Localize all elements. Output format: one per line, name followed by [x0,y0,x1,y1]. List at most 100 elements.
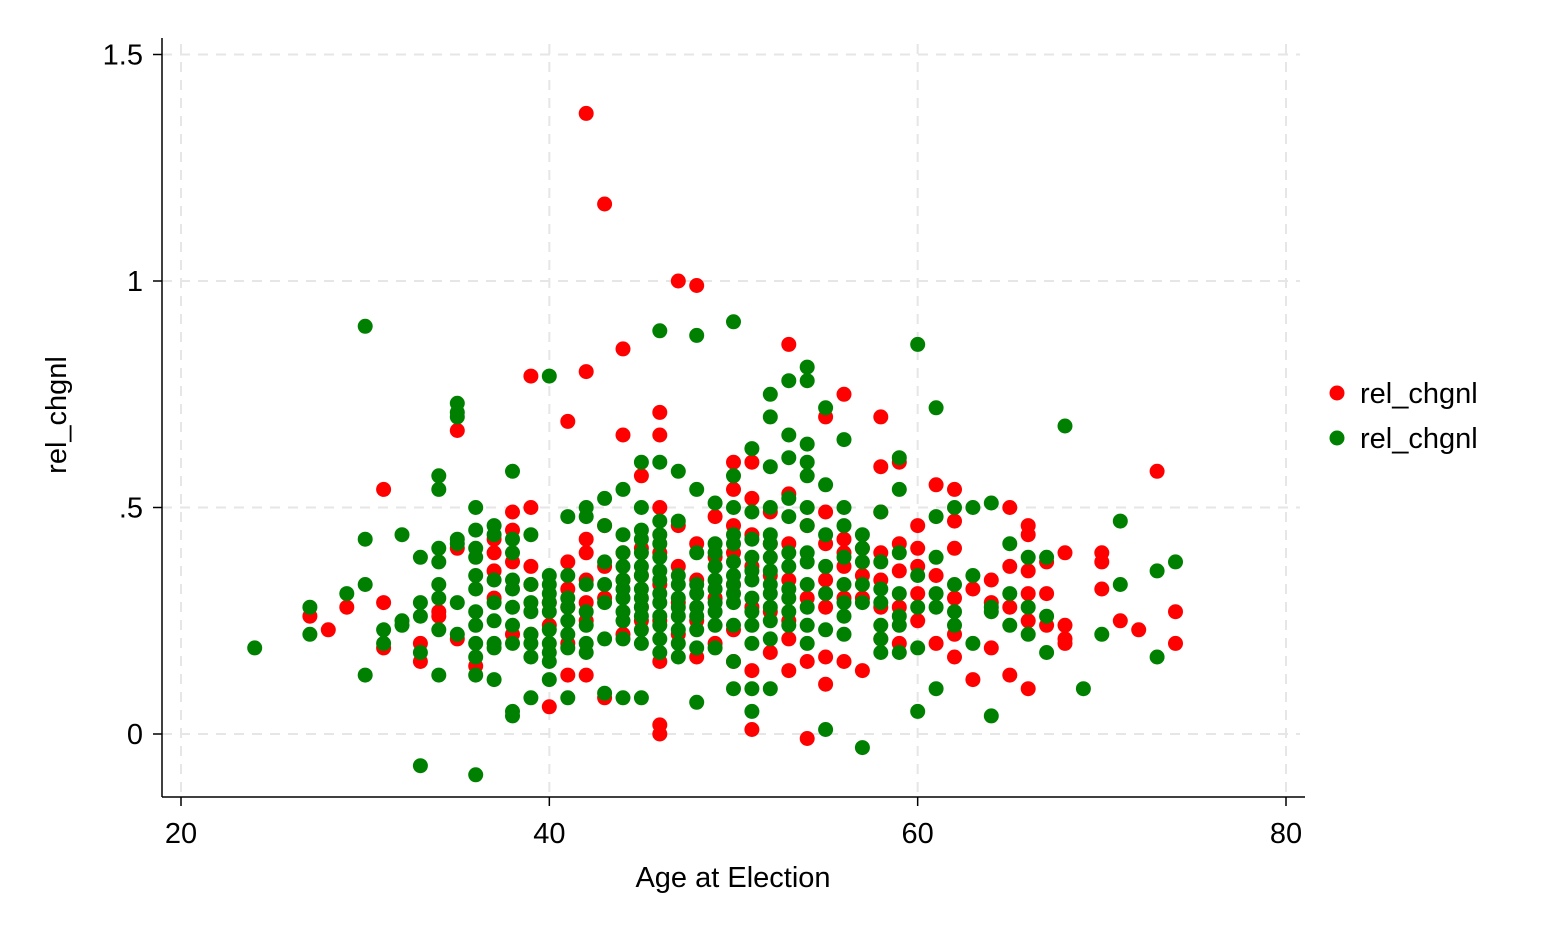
data-point-red [873,459,889,475]
data-point-green [468,649,484,665]
data-point-green [486,640,502,656]
data-point-green [652,454,668,470]
data-point-green [781,427,797,443]
data-point-green [947,500,962,515]
data-point-green [689,545,705,561]
data-point-red [1002,500,1018,515]
data-point-green [468,568,484,583]
data-point-green [505,463,520,479]
data-point-red [615,341,631,357]
data-point-green [799,454,815,470]
data-point-red [1020,563,1036,579]
data-point-red [523,558,539,574]
data-point-red [836,654,852,669]
data-point-green [1112,577,1128,592]
data-point-green [486,613,502,629]
data-point-green [818,622,834,638]
data-point-green [818,722,834,737]
data-point-green [689,586,705,602]
data-point-red [781,663,797,679]
data-point-red [965,581,981,597]
data-point-green [670,513,686,529]
data-point-green [965,568,981,583]
data-point-green [431,667,447,683]
data-point-green [505,708,520,724]
data-point-green [799,518,815,534]
data-point-green [505,581,520,597]
data-point-red [652,500,668,515]
data-point-green [468,522,484,538]
data-point-green [928,586,944,602]
data-point-green [1094,626,1110,642]
data-point-green [449,409,465,425]
data-point-red [652,404,668,420]
data-point-red [947,540,962,556]
data-point-red [1112,613,1128,629]
data-point-red [1020,586,1036,602]
data-point-green [578,617,594,633]
data-point-green [523,527,539,543]
axes [161,38,1305,798]
data-point-green [505,531,520,547]
data-point-green [762,631,778,647]
data-point-green [836,608,852,624]
data-point-green [891,645,907,660]
data-point-green [744,504,760,520]
data-point-green [799,554,815,570]
data-point-green [689,640,705,656]
data-point-green [910,640,926,656]
data-point-red [818,572,834,588]
data-point-green [505,617,520,633]
data-point-green [836,626,852,642]
data-point-red [781,631,797,647]
data-point-green [468,500,484,515]
data-point-red [744,490,760,506]
data-point-green [523,635,539,651]
data-point-green [357,667,373,683]
data-point-green [781,373,797,389]
data-point-red [523,500,539,515]
data-point-green [836,500,852,515]
data-point-green [726,554,741,570]
data-point-red [947,513,962,529]
y-tick-label: 1 [127,266,143,298]
data-point-red [744,454,760,470]
data-point-green [873,617,889,633]
data-point-green [928,599,944,615]
data-point-red [486,545,502,561]
data-point-red [689,278,705,293]
data-point-red [652,726,668,742]
data-point-green [615,690,631,706]
data-point-green [541,622,557,638]
data-point-green [836,549,852,565]
data-point-red [744,722,760,737]
data-point-green [468,667,484,683]
data-point-red [578,105,594,121]
data-point-green [854,554,870,570]
data-point-red [762,645,778,660]
data-point-green [560,690,576,706]
data-point-green [578,509,594,525]
data-point-green [762,386,778,402]
data-point-green [597,554,613,570]
data-point-green [541,368,557,384]
data-point-green [818,558,834,574]
data-point-green [431,540,447,556]
data-point-green [799,468,815,484]
data-point-green [1020,599,1036,615]
data-point-green [781,558,797,574]
data-point-green [689,327,705,343]
data-point-green [670,577,686,592]
data-point-red [578,545,594,561]
data-point-green [615,558,631,574]
data-point-green [560,626,576,642]
data-point-green [947,604,962,620]
y-tick-label: 1.5 [103,40,143,72]
data-point-red [928,635,944,651]
data-point-red [1094,554,1110,570]
data-point-green [468,549,484,565]
data-point-green [1002,586,1018,602]
data-point-green [615,590,631,606]
data-point-green [854,540,870,556]
data-point-green [799,577,815,592]
